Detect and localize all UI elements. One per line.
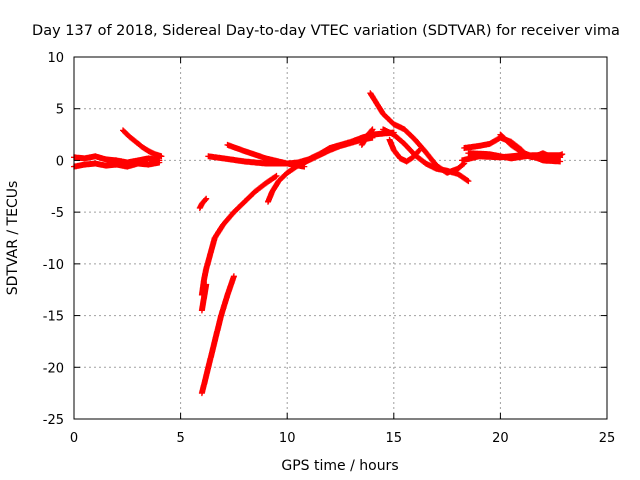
x-ticks: 0 5 10 15 20 25 (70, 57, 615, 446)
series-arc-4 (196, 195, 210, 211)
series-markers (198, 172, 280, 298)
series-markers (380, 126, 472, 185)
y-tick-label: -10 (43, 258, 64, 273)
data-marks (71, 90, 566, 397)
series-markers (386, 136, 423, 165)
plot-frame (73, 56, 608, 420)
y-ticks: 10 5 0 -5 -10 -15 -20 -25 (43, 51, 607, 428)
x-tick-label: 20 (492, 431, 509, 446)
series-markers (518, 150, 566, 162)
series-markers (198, 281, 210, 314)
x-tick-label: 25 (599, 431, 616, 446)
x-tick-label: 15 (386, 431, 403, 446)
y-tick-label: 5 (56, 103, 64, 118)
series-arc-15 (386, 136, 423, 165)
series-markers (265, 162, 301, 205)
series-markers (196, 195, 210, 211)
series-arc-5 (198, 172, 280, 298)
y-axis-label: SDTVAR / TECUs (5, 181, 21, 296)
x-tick-label: 5 (176, 431, 184, 446)
y-tick-label: -5 (51, 206, 64, 221)
chart-title: Day 137 of 2018, Sidereal Day-to-day VTE… (32, 23, 620, 39)
series-arc-14 (380, 126, 472, 185)
series-markers (198, 273, 237, 397)
y-tick-label: 10 (47, 51, 64, 66)
series-arc-7 (198, 281, 210, 314)
grid (74, 57, 607, 419)
x-axis-label: GPS time / hours (281, 458, 398, 474)
series-markers (358, 126, 376, 148)
y-tick-label: -25 (43, 413, 64, 428)
series-markers (120, 127, 165, 160)
series-arc-12 (358, 126, 376, 148)
y-tick-label: -20 (43, 361, 64, 376)
series-arc-10 (265, 162, 301, 205)
y-tick-label: 0 (56, 154, 64, 169)
series-arc-3 (120, 127, 165, 160)
series-arc-6 (198, 273, 237, 397)
x-tick-label: 0 (70, 431, 78, 446)
y-tick-label: -15 (43, 310, 64, 325)
series-arc-20 (518, 150, 566, 162)
x-tick-label: 10 (279, 431, 296, 446)
